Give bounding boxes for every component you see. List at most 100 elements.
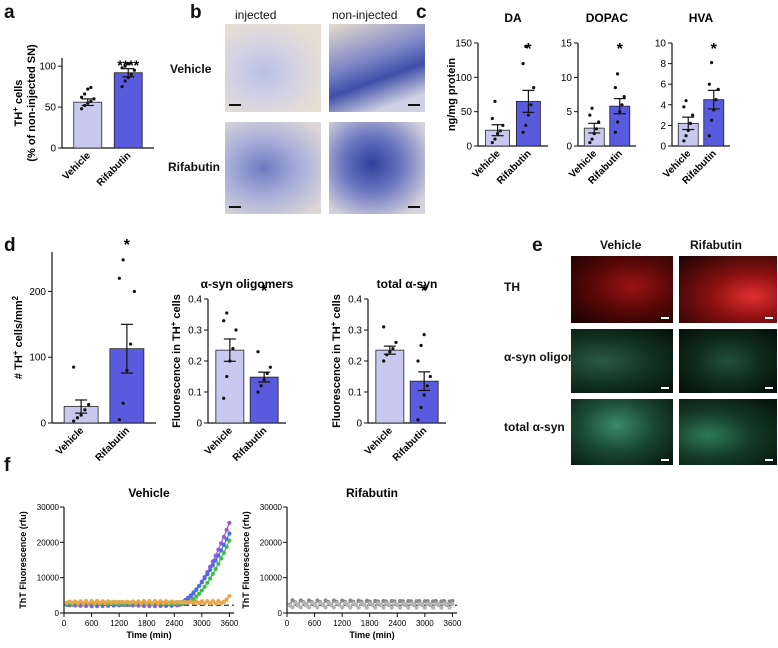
data-point	[75, 416, 79, 420]
x-tick-label: Vehicle	[363, 425, 395, 457]
y-tick-label: 150	[455, 39, 472, 50]
y-tick-label: 100	[39, 62, 56, 73]
data-point	[222, 396, 226, 400]
scale-bar	[661, 459, 669, 461]
panel-letter-a: a	[4, 2, 15, 23]
x-axis-label: Time (min)	[126, 630, 171, 640]
data-point	[120, 85, 124, 89]
micrograph-vehicle-noninjected	[329, 24, 425, 112]
y-tick-label: 15	[561, 39, 573, 50]
y-tick-label: 6	[660, 80, 666, 91]
data-point	[688, 121, 693, 125]
scale-bar	[765, 459, 773, 461]
y-tick-label: 10000	[260, 574, 283, 583]
data-point	[524, 44, 528, 49]
data-point	[79, 413, 83, 417]
y-tick-label: 0.2	[348, 357, 362, 368]
significance-marker: *	[124, 237, 131, 254]
y-tick-label: 0.1	[348, 388, 362, 399]
data-point	[117, 418, 121, 422]
data-point	[419, 343, 423, 348]
data-point	[684, 134, 688, 138]
data-point	[709, 60, 714, 65]
scale-bar	[661, 317, 669, 319]
bar-vehicle	[375, 349, 405, 424]
data-point	[117, 276, 121, 280]
data-point	[256, 390, 260, 394]
fluor-vehicle-th	[571, 256, 673, 323]
panel-letter-b: b	[190, 2, 202, 23]
x-tick-label: 600	[85, 619, 99, 628]
series-point	[450, 598, 455, 603]
data-point	[125, 368, 129, 372]
scale-bar	[765, 317, 773, 319]
x-tick-label: 3000	[416, 619, 434, 628]
x-tick-label: Rifabutin	[391, 425, 429, 463]
significance-marker: *	[261, 283, 268, 300]
data-point	[391, 347, 395, 351]
data-point	[92, 97, 96, 101]
y-tick-label: 2	[660, 121, 666, 132]
b-col-header-noninjected: non-injected	[332, 8, 398, 22]
panel-letter-c: c	[416, 2, 427, 23]
data-point	[425, 384, 429, 388]
panel-letter-e: e	[532, 235, 543, 256]
chart-title: DA	[504, 11, 522, 25]
data-point	[222, 319, 226, 323]
significance-marker: *	[617, 41, 624, 58]
y-axis-label: ThT Fluorescence (rfu)	[18, 511, 28, 609]
data-point	[225, 374, 229, 379]
scale-bar	[765, 387, 773, 389]
y-tick-label: 20000	[37, 538, 60, 547]
y-axis-label: ThT Fluorescence (rfu)	[241, 511, 251, 609]
data-point	[532, 86, 536, 90]
data-point	[498, 129, 502, 133]
chart-title: Vehicle	[128, 486, 170, 500]
data-point	[72, 365, 76, 369]
x-tick-label: 2400	[388, 619, 406, 628]
x-tick-label: 2400	[165, 619, 183, 628]
fluor-rifabutin-total	[679, 399, 777, 465]
chart-title: α-syn oligomers	[201, 277, 294, 291]
y-tick-label: 0.2	[188, 357, 202, 368]
data-point	[716, 87, 720, 91]
scale-bar	[408, 206, 420, 208]
y-axis-label: ng/mg protein	[446, 58, 458, 132]
y-tick-label: 20000	[260, 538, 283, 547]
data-point	[592, 132, 596, 136]
scale-bar	[229, 104, 241, 106]
data-point	[132, 68, 136, 72]
series-point	[227, 531, 232, 536]
x-tick-label: 1800	[361, 619, 379, 628]
data-point	[493, 99, 497, 103]
data-point	[521, 62, 525, 66]
data-point	[684, 99, 688, 103]
data-point	[382, 325, 386, 329]
data-point	[268, 365, 272, 369]
panel-letter-d: d	[4, 235, 16, 256]
y-axis-label: (% of non-injected SN)	[26, 44, 38, 162]
data-point	[714, 98, 718, 102]
y-tick-label: 0.4	[348, 295, 362, 306]
x-tick-label: 3000	[193, 619, 211, 628]
y-tick-label: 0	[40, 419, 46, 430]
data-point	[72, 419, 76, 423]
x-tick-label: Rifabutin	[231, 425, 269, 463]
y-axis-label: TH+ cells	[11, 80, 26, 127]
data-point	[590, 106, 594, 110]
x-tick-label: 1200	[110, 619, 128, 628]
x-tick-label: Vehicle	[61, 150, 93, 182]
data-point	[83, 92, 87, 96]
fluor-vehicle-total	[571, 399, 673, 465]
data-point	[524, 123, 528, 127]
x-axis-label: Time (min)	[349, 630, 394, 640]
data-point	[394, 340, 398, 344]
y-tick-label: 0	[55, 609, 60, 618]
data-point	[262, 378, 266, 382]
data-point	[83, 103, 87, 108]
data-point	[521, 130, 525, 134]
data-point	[707, 82, 711, 86]
bar-vehicle	[73, 101, 103, 149]
e-row-label-th: TH	[504, 280, 520, 294]
micrograph-rifabutin-injected	[225, 122, 321, 214]
